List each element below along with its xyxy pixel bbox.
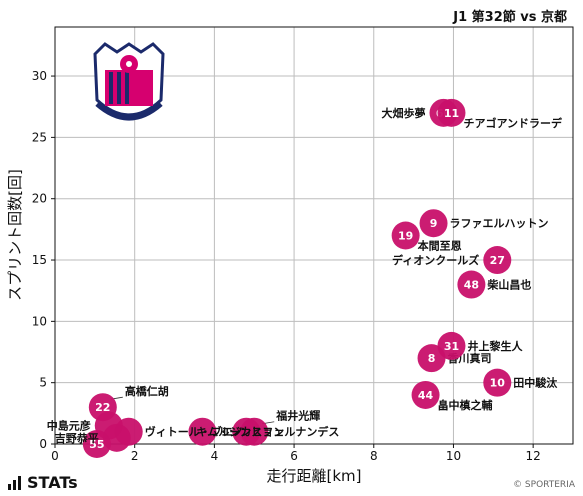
player-name-label: 田中駿汰 xyxy=(513,376,558,390)
copyright: © SPORTERIA xyxy=(513,480,575,490)
player-name-label: 畠中槙之輔 xyxy=(438,398,493,412)
player-number: 27 xyxy=(490,254,505,267)
player-point xyxy=(114,417,143,446)
x-tick-label: 2 xyxy=(131,449,139,463)
player-number: 31 xyxy=(444,340,459,353)
player-points: 66119192748318104422551 xyxy=(82,98,512,458)
player-number: 9 xyxy=(430,217,438,230)
x-tick-label: 12 xyxy=(526,449,541,463)
player-name-label: キム・ジンヒョン xyxy=(196,426,284,439)
player-number: 55 xyxy=(89,438,104,451)
y-tick-label: 25 xyxy=(32,130,47,144)
player-number: 48 xyxy=(464,279,479,292)
player-labels: 大畑歩夢チアゴアンドラーデラファエルハットン本間至恩ディオンクールズ柴山昌也井上… xyxy=(110,106,563,425)
player-point xyxy=(391,221,420,250)
player-name-label: 柴山昌也 xyxy=(486,278,531,292)
player-number: 8 xyxy=(428,352,436,365)
player-number: 22 xyxy=(95,401,110,414)
player-point xyxy=(419,209,448,238)
stats-brand: STATs xyxy=(8,473,78,492)
y-tick-label: 30 xyxy=(32,69,47,83)
player-point xyxy=(437,98,466,127)
crest-stripe xyxy=(117,72,121,104)
player-name-label: ラファエルハットン xyxy=(450,217,549,230)
player-point xyxy=(232,417,261,446)
x-tick-label: 6 xyxy=(290,449,298,463)
y-tick-label: 20 xyxy=(32,192,47,206)
player-point xyxy=(411,380,440,409)
x-axis-label: 走行距離[km] xyxy=(266,467,361,485)
player-name-label: 本間至恩 xyxy=(418,239,462,253)
y-tick-label: 0 xyxy=(39,437,47,451)
x-tick-label: 10 xyxy=(446,449,461,463)
x-tick-label: 4 xyxy=(211,449,219,463)
player-name-label: 高橋仁胡 xyxy=(125,384,169,398)
player-number: 11 xyxy=(444,107,459,120)
x-tick-label: 0 xyxy=(51,449,59,463)
player-name-label: 福井光輝 xyxy=(275,409,320,423)
plot-frame xyxy=(54,26,574,445)
crest-ribbon xyxy=(95,102,163,121)
y-axis-ticks: 0 5 10 15 20 25 30 xyxy=(32,69,55,451)
player-name-label: ヴィトール・ブエノ xyxy=(145,425,244,439)
y-tick-label: 15 xyxy=(32,253,47,267)
player-point xyxy=(417,344,446,373)
y-axis-label: スプリント回数[回] xyxy=(6,169,24,301)
player-name-label: 井上黎生人 xyxy=(467,339,523,353)
player-name-label: 大畑歩夢 xyxy=(382,106,426,120)
player-number: 44 xyxy=(418,389,434,402)
chart-subtitle: J1 第32節 vs 京都 xyxy=(453,10,567,25)
player-name-label: チアゴアンドラーデ xyxy=(463,116,563,130)
y-tick-label: 5 xyxy=(39,376,47,390)
brand-text: STATs xyxy=(27,473,78,492)
crest-stripe xyxy=(109,72,113,104)
player-point xyxy=(483,246,512,275)
player-point xyxy=(188,417,217,446)
player-name-label: 吉野恭平 xyxy=(55,431,99,445)
player-name-label: 中島元彦 xyxy=(47,419,91,433)
player-name-label: ディオンクールズ xyxy=(392,253,479,267)
player-number: 10 xyxy=(490,377,506,390)
y-tick-label: 10 xyxy=(32,314,47,328)
cherry-blossom-center xyxy=(126,61,132,67)
x-tick-label: 8 xyxy=(370,449,378,463)
bar-chart-icon xyxy=(8,475,21,490)
player-point xyxy=(457,270,486,299)
player-point xyxy=(82,430,111,458)
player-name-label: ルーカスフェルナンデス xyxy=(218,425,339,439)
player-point xyxy=(483,368,512,397)
x-axis-ticks: 0 2 4 6 8 10 12 xyxy=(51,444,541,463)
player-number: 19 xyxy=(398,230,413,243)
team-logo xyxy=(93,42,165,121)
crest-stripe xyxy=(125,72,129,104)
